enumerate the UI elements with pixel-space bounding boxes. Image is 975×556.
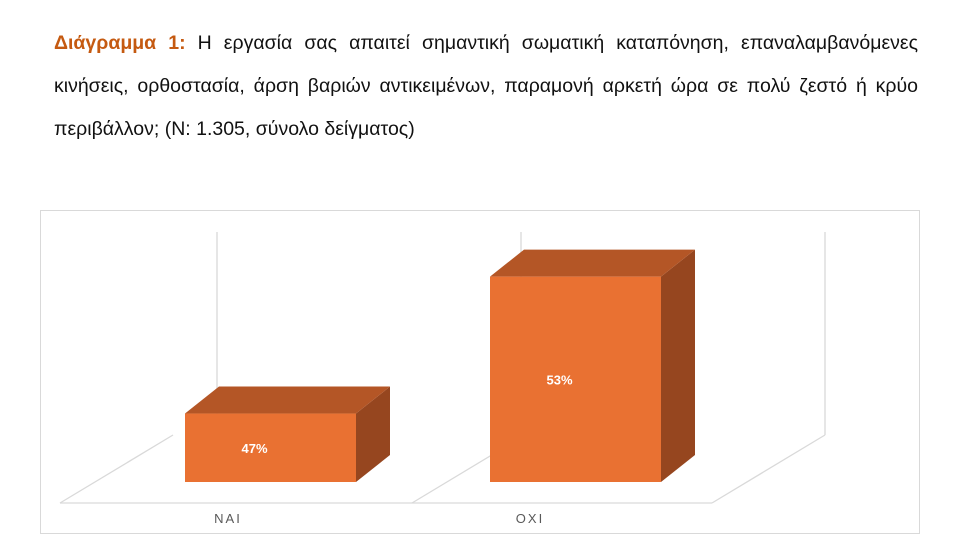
bar-OXI <box>490 276 661 482</box>
caption-text: Η εργασία σας απαιτεί σημαντική σωματική… <box>54 32 919 140</box>
chart-area <box>40 210 920 534</box>
data-label-NAI: 47% <box>241 441 267 456</box>
floor-right-edge <box>711 434 826 504</box>
data-label-OXI: 53% <box>546 372 572 387</box>
chart-caption: Διάγραμμα 1: Η εργασία σας απαιτεί σημαν… <box>54 22 918 151</box>
floor-left-edge <box>59 434 174 504</box>
bar-top-OXI <box>490 249 695 277</box>
bar-NAI <box>185 413 356 482</box>
bar-top-NAI <box>185 386 390 414</box>
x-tick-label-NAI: NAI <box>214 511 242 526</box>
bar-side-NAI <box>356 386 390 482</box>
bar-side-OXI <box>661 249 695 482</box>
x-tick-label-OXI: OXI <box>516 511 544 526</box>
caption-label: Διάγραμμα 1: <box>54 32 186 54</box>
